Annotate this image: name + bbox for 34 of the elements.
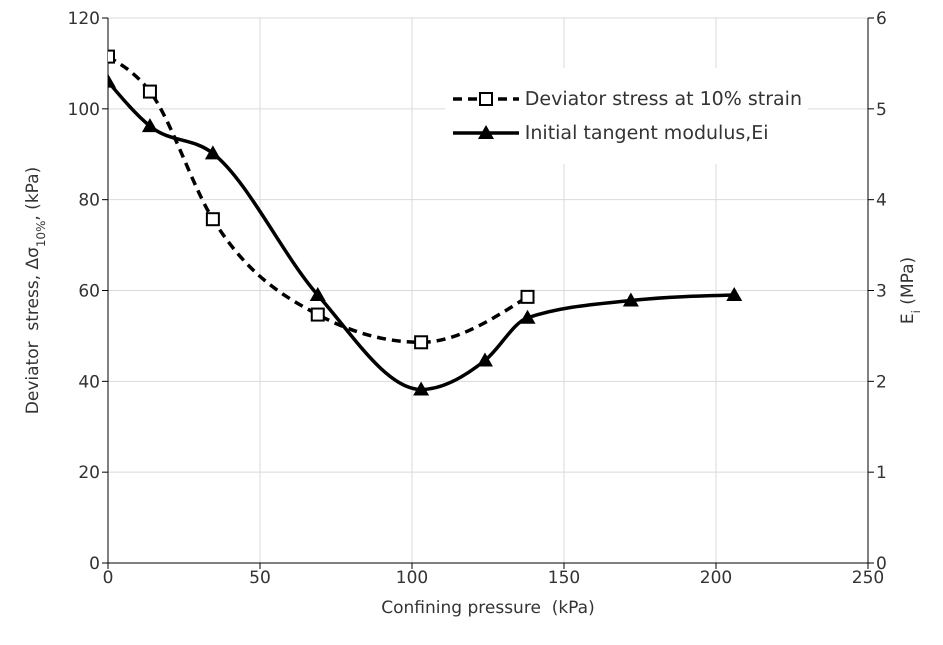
y-tick-label: 0 [89, 554, 100, 574]
x-tick-label: 200 [700, 568, 732, 588]
x-tick-label: 50 [249, 568, 271, 588]
point [310, 287, 326, 302]
legend-label: Deviator stress at 10% strain [524, 88, 802, 110]
x-tick-label: 0 [102, 568, 114, 588]
y2-tick-label: 1 [876, 463, 887, 484]
point [414, 335, 428, 350]
x-tick-label: 150 [548, 568, 580, 588]
point [476, 352, 493, 366]
y2-tick-label: 4 [876, 190, 887, 211]
y2-tick-label: 2 [876, 372, 887, 392]
y-tick-label: 80 [78, 190, 100, 211]
y-tick-label: 60 [78, 282, 100, 302]
point [204, 145, 221, 160]
y2-tick-label: 5 [876, 100, 887, 120]
y2-tick-label: 3 [876, 282, 887, 302]
point [520, 290, 535, 304]
x-axis-title: Confining pressure (kPa) [381, 598, 595, 618]
point [310, 308, 325, 322]
point [413, 382, 430, 396]
point [142, 84, 157, 99]
y-tick-label: 120 [68, 9, 100, 30]
point [622, 292, 639, 306]
y2-tick-label: 6 [876, 9, 887, 30]
point [520, 310, 536, 324]
y-tick-label: 40 [78, 372, 100, 392]
x-tick-label: 100 [396, 568, 428, 588]
y-tick-label: 20 [78, 463, 100, 484]
legend-label: Initial tangent modulus,Ei [524, 122, 769, 144]
point [206, 212, 220, 226]
point [726, 287, 742, 302]
y-tick-label: 100 [68, 100, 100, 120]
point [142, 118, 158, 132]
